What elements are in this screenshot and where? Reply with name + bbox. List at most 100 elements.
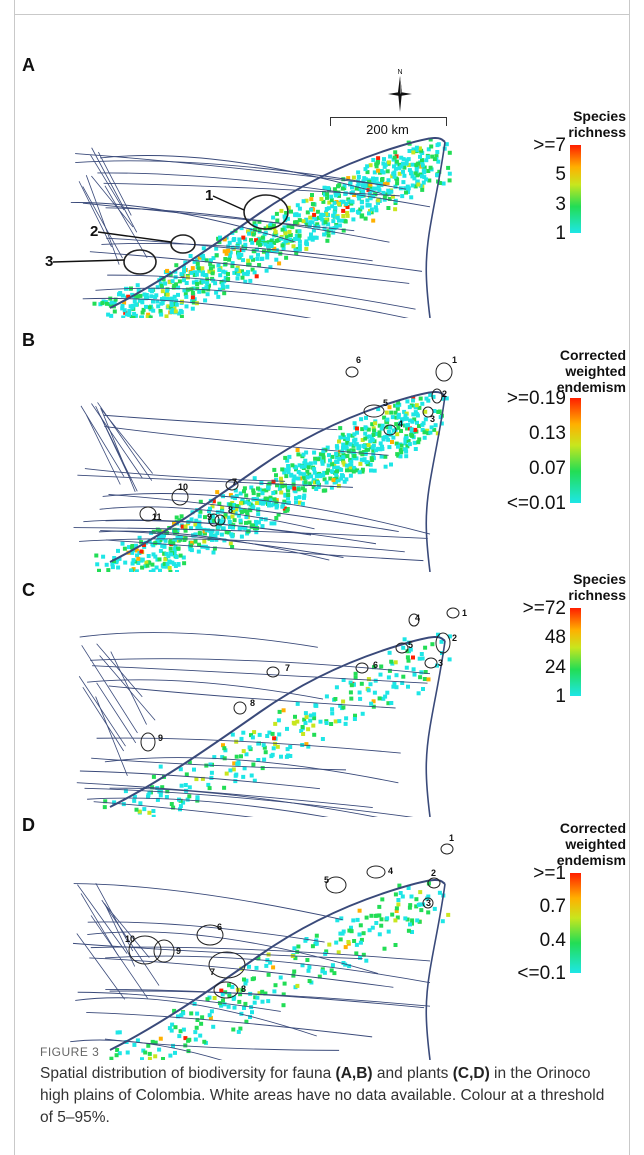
raster-cell <box>389 189 394 194</box>
raster-cell <box>283 509 288 513</box>
raster-cell <box>252 270 257 275</box>
legend-tick-label: 3 <box>555 193 566 215</box>
raster-cell <box>183 1043 188 1048</box>
raster-cell <box>375 913 380 918</box>
raster-cell <box>226 276 231 281</box>
raster-cell <box>245 512 250 516</box>
raster-cell <box>142 807 147 812</box>
hotspot-ellipse <box>243 194 289 230</box>
hotspot-ellipse <box>225 479 239 491</box>
tributary <box>103 902 150 958</box>
raster-cell <box>401 157 406 162</box>
raster-cell <box>237 252 241 257</box>
raster-cell <box>433 423 438 428</box>
raster-cell <box>268 495 273 500</box>
raster-cell <box>385 417 390 422</box>
raster-cell <box>394 422 399 427</box>
raster-cell <box>394 161 399 166</box>
hotspot-ellipse <box>366 865 386 879</box>
raster-cell <box>227 254 232 259</box>
raster-cell <box>176 285 181 290</box>
raster-cell <box>376 407 381 412</box>
raster-cell <box>344 716 349 721</box>
raster-cell <box>228 250 233 255</box>
raster-cell <box>239 501 243 506</box>
raster-cell <box>373 421 377 426</box>
raster-cell <box>382 415 387 420</box>
raster-cell <box>338 703 343 708</box>
raster-cell <box>390 415 395 420</box>
raster-cell <box>260 766 265 771</box>
raster-cell <box>288 754 293 758</box>
raster-cell <box>349 683 354 688</box>
raster-cell <box>408 418 412 423</box>
raster-cell <box>232 995 237 1000</box>
raster-cell <box>222 1002 227 1007</box>
raster-cell <box>223 262 228 267</box>
raster-cell <box>287 229 292 234</box>
tributary <box>90 658 431 675</box>
raster-cell <box>365 462 370 467</box>
raster-cell <box>185 275 190 280</box>
raster-cell <box>375 181 380 186</box>
tributary <box>91 757 347 771</box>
raster-cell <box>310 215 315 220</box>
raster-cell <box>228 502 233 507</box>
hotspot-label: 6 <box>373 660 378 670</box>
raster-cell <box>275 744 280 749</box>
tributary <box>80 893 119 956</box>
raster-cell <box>418 183 423 188</box>
raster-cell <box>155 538 160 543</box>
raster-cell <box>189 548 194 553</box>
raster-cell <box>401 161 405 166</box>
raster-cell <box>421 180 426 185</box>
raster-cell <box>403 447 408 452</box>
raster-cell <box>364 958 369 963</box>
raster-cell <box>382 946 387 951</box>
raster-cell <box>288 745 293 749</box>
raster-cell <box>222 785 227 790</box>
raster-cell <box>381 170 386 175</box>
raster-cell <box>419 148 424 153</box>
raster-cell <box>294 212 299 217</box>
raster-cell <box>306 465 311 470</box>
raster-cell <box>236 760 241 765</box>
raster-cell <box>322 477 327 482</box>
raster-cell <box>208 262 213 267</box>
raster-cell <box>395 452 400 457</box>
raster-cell <box>157 529 162 533</box>
raster-cell <box>160 785 165 790</box>
raster-cell <box>117 1051 122 1056</box>
raster-cell <box>241 774 246 779</box>
raster-cell <box>197 255 202 260</box>
raster-cell <box>243 1001 248 1006</box>
raster-cell <box>302 493 307 498</box>
raster-cell <box>271 502 276 507</box>
raster-cell <box>266 244 271 249</box>
raster-cell <box>215 531 220 536</box>
raster-cell <box>326 186 331 191</box>
raster-cell <box>209 258 213 263</box>
raster-cell <box>295 983 300 988</box>
raster-cell <box>289 472 294 477</box>
raster-cell <box>406 658 411 663</box>
hotspot-label: 3 <box>438 658 443 668</box>
raster-cell <box>137 551 142 555</box>
raster-cell <box>333 719 338 724</box>
raster-cell <box>400 681 405 685</box>
raster-cell <box>393 184 398 189</box>
raster-cell <box>155 285 160 290</box>
raster-cell <box>195 257 200 262</box>
raster-cell <box>209 775 214 780</box>
raster-cell <box>328 458 332 463</box>
raster-cell <box>342 184 347 189</box>
raster-cell <box>307 965 312 970</box>
raster-cell <box>225 284 230 289</box>
raster-cell <box>212 755 217 760</box>
raster-cell <box>416 161 421 166</box>
raster-cell <box>382 182 387 187</box>
raster-cell <box>122 546 127 551</box>
raster-cell <box>306 744 311 749</box>
raster-cell <box>256 492 261 497</box>
raster-cell <box>312 712 317 717</box>
